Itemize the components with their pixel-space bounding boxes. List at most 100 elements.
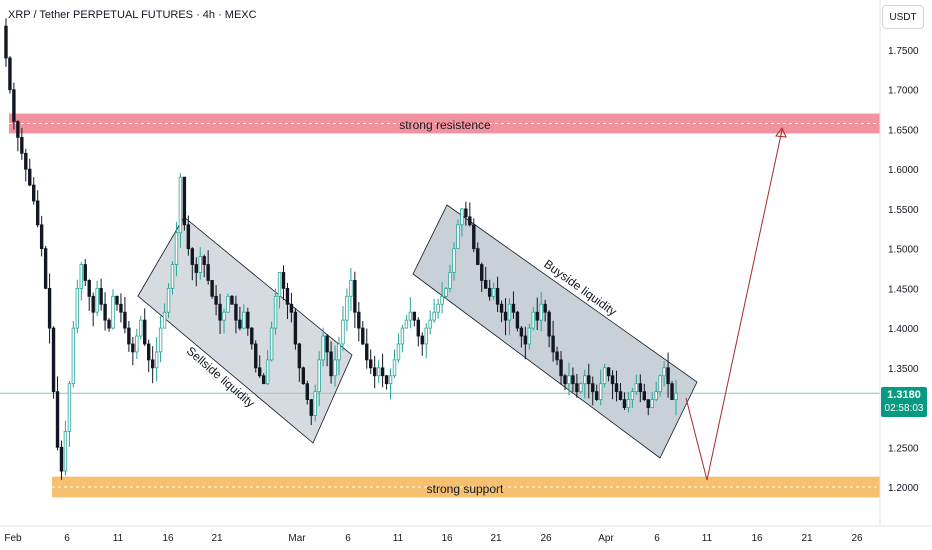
candle-body: [674, 392, 678, 400]
y-axis-ticks: 1.7500 1.7000 1.6500 1.6000 1.5500 1.5000 1.45…: [888, 46, 919, 494]
candle-body: [650, 399, 654, 408]
candle-body: [230, 295, 234, 305]
candle-body: [416, 319, 420, 337]
candle-body: [424, 327, 428, 345]
candle-body: [491, 287, 496, 297]
candle-body: [107, 319, 111, 329]
candle-body: [483, 280, 488, 289]
x-tick-label: 16: [751, 533, 763, 544]
candle-body: [372, 367, 377, 377]
candle-body: [55, 391, 60, 448]
candle-body: [218, 303, 222, 321]
candle-body: [254, 343, 258, 369]
candle-body: [198, 256, 202, 273]
candle-body: [103, 303, 107, 321]
candle-body: [626, 399, 631, 408]
candle-body: [563, 375, 567, 385]
candle-body: [313, 391, 317, 416]
last-price-value: 1.3180: [887, 389, 921, 401]
candle-body: [131, 343, 135, 353]
candle-body: [610, 375, 615, 385]
candle-body: [289, 303, 294, 313]
candle-body: [39, 224, 44, 250]
candle-body: [630, 391, 635, 400]
candle-body: [87, 280, 91, 297]
candle-body: [579, 383, 583, 393]
candle-body: [79, 264, 83, 289]
candle-body: [8, 57, 12, 91]
candle-body: [158, 327, 163, 353]
candle-body: [614, 383, 619, 393]
support-label: strong support: [427, 482, 504, 496]
candle-body: [333, 359, 337, 377]
candle-body: [527, 327, 532, 345]
candle-body: [222, 311, 226, 321]
candle-body: [476, 248, 480, 265]
candle-body: [448, 272, 452, 289]
candle-body: [166, 287, 171, 313]
candle-body: [654, 391, 658, 400]
x-tick-label: 11: [393, 533, 404, 544]
candle-body: [598, 383, 603, 400]
candle-body: [369, 359, 373, 369]
candle-body: [305, 383, 309, 400]
candle-body: [571, 375, 575, 385]
candle-body: [285, 287, 290, 305]
currency-button[interactable]: USDT: [882, 5, 924, 29]
candle-body: [555, 351, 559, 361]
candle-body: [420, 335, 424, 345]
sellside-channel: [137, 216, 353, 444]
candle-body: [638, 383, 643, 393]
y-tick-label: 1.3500: [888, 364, 919, 375]
candle-body: [400, 327, 405, 345]
candle-body: [250, 327, 254, 345]
candle-body: [154, 351, 159, 369]
candle-body: [293, 311, 298, 345]
candle-body: [258, 367, 262, 377]
candle-body: [396, 343, 401, 361]
candle-body: [495, 287, 500, 305]
candle-body: [63, 430, 68, 472]
candle-body: [127, 327, 131, 345]
candle-body: [4, 25, 8, 59]
candle-body: [365, 343, 369, 361]
candle-body: [480, 264, 484, 281]
bar-countdown: 02:58:03: [884, 403, 924, 414]
candle-body: [392, 359, 397, 377]
candle-body: [432, 311, 436, 321]
candle-body: [210, 280, 214, 297]
candle-body: [531, 311, 535, 329]
candle-body: [246, 311, 250, 329]
candle-body: [119, 303, 123, 313]
x-tick-label: Mar: [288, 533, 306, 544]
candle-body: [503, 311, 508, 321]
candle-body: [606, 367, 611, 377]
candle-body: [43, 248, 48, 289]
projection-arrowhead-icon: [775, 127, 787, 138]
y-tick-label: 1.7000: [888, 86, 919, 97]
candle-body: [412, 311, 417, 321]
candle-body: [436, 303, 440, 313]
candle-body: [174, 232, 179, 265]
candle-body: [384, 375, 389, 385]
candle-body: [12, 89, 16, 122]
candle-body: [341, 319, 345, 345]
candle-body: [404, 319, 409, 329]
candle-body: [325, 335, 329, 353]
candle-body: [35, 200, 40, 226]
y-tick-label: 1.2500: [888, 443, 919, 454]
candle-body: [309, 399, 313, 416]
candle-body: [551, 335, 555, 353]
candle-body: [662, 367, 666, 377]
candle-body: [190, 248, 195, 265]
candle-body: [634, 383, 639, 393]
x-tick-label: 21: [211, 533, 223, 544]
candle-body: [408, 311, 413, 321]
candle-body: [559, 359, 563, 377]
candle-body: [281, 272, 286, 289]
x-tick-label: 16: [441, 533, 453, 544]
candle-body: [468, 216, 472, 226]
y-tick-label: 1.7500: [888, 46, 919, 57]
candle-body: [523, 335, 528, 345]
